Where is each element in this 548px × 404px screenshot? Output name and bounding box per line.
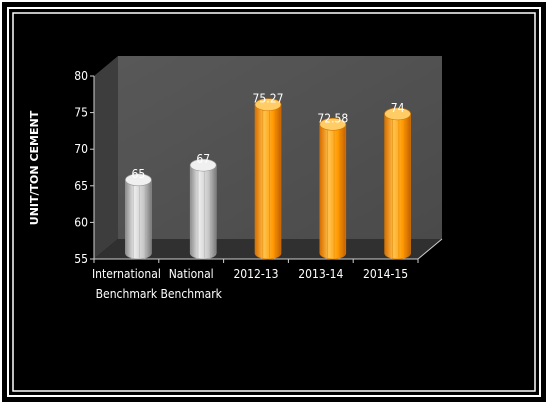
bars xyxy=(125,98,411,260)
y-tick-label: 55 xyxy=(74,252,88,266)
bar-top xyxy=(125,173,152,187)
data-label: 72.58 xyxy=(317,111,348,125)
bar xyxy=(319,118,347,260)
bar-body xyxy=(189,164,217,260)
y-tick-label: 70 xyxy=(74,142,88,156)
plot-area: 55 60 65 70 75 80 65 67 75.27 72.58 74 Internatio… xyxy=(74,56,443,301)
x-category-label: Benchmark xyxy=(96,287,158,301)
bar xyxy=(125,173,152,260)
x-category-label: International xyxy=(92,267,161,281)
y-tick-label: 75 xyxy=(74,106,88,120)
data-label: 74 xyxy=(391,101,405,115)
x-category-label: 2012-13 xyxy=(233,267,278,281)
category-labels: International Benchmark National Benchmark 2… xyxy=(92,267,408,301)
data-label: 65 xyxy=(132,167,146,181)
bar xyxy=(384,107,411,260)
data-labels: 65 67 75.27 72.58 74 xyxy=(132,92,405,181)
y-axis-ticks: 55 60 65 70 75 80 xyxy=(74,69,94,266)
bar-body xyxy=(319,124,347,260)
bar-top xyxy=(384,107,411,121)
y-tick-label: 65 xyxy=(74,179,88,193)
bar-top xyxy=(189,158,217,172)
data-label: 75.27 xyxy=(253,92,284,106)
bar xyxy=(189,158,217,260)
bar xyxy=(254,98,282,260)
x-category-label: 2013-14 xyxy=(298,267,343,281)
x-category-label: Benchmark xyxy=(160,287,222,301)
bar-top xyxy=(319,118,347,131)
data-label: 67 xyxy=(196,152,210,166)
y-tick-label: 60 xyxy=(74,215,88,229)
y-tick-label: 80 xyxy=(74,69,88,83)
y-axis-label: UNIT/TON CEMENT xyxy=(28,110,41,225)
bar-body xyxy=(254,104,282,260)
x-axis-depth-line xyxy=(417,238,443,260)
x-category-label: National xyxy=(169,267,214,281)
bar-top xyxy=(254,98,282,111)
x-axis-ticks xyxy=(93,259,419,263)
bar-body xyxy=(384,113,411,260)
x-category-label: 2014-15 xyxy=(363,267,408,281)
bar-body xyxy=(125,179,152,260)
plot-side-wall xyxy=(94,56,118,259)
